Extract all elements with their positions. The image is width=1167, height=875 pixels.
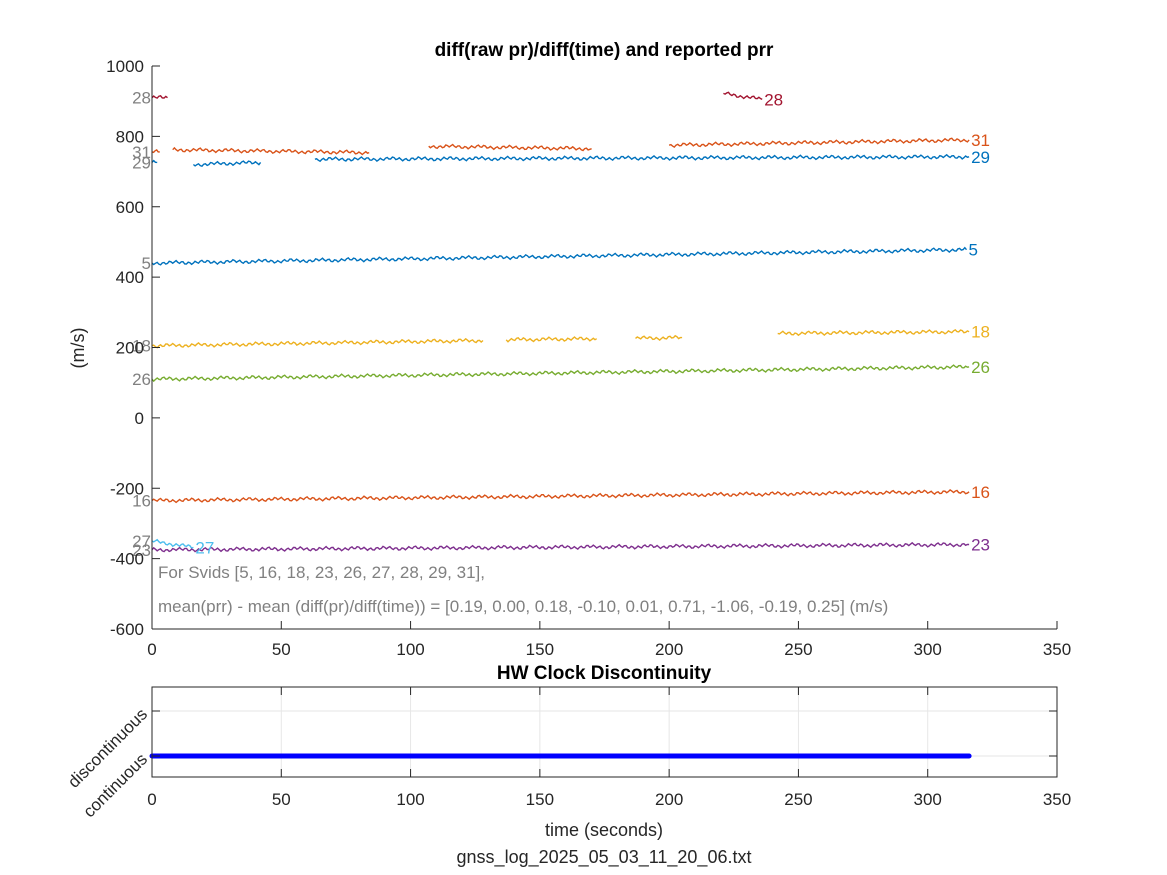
series-5-start-label: 5 (142, 254, 151, 273)
file-caption: gnss_log_2025_05_03_11_20_06.txt (457, 847, 752, 868)
clock-x-tick-label: 0 (147, 790, 156, 809)
prr-x-tick-label: 300 (914, 640, 942, 659)
series-29-line-2 (314, 153, 970, 163)
prr-y-tick-label: -200 (110, 479, 144, 498)
prr-y-tick-label: -400 (110, 550, 144, 569)
series-16-start-label: 16 (132, 492, 151, 511)
series-31-line-3 (668, 137, 970, 148)
series-18-line-1 (505, 336, 598, 343)
prr-y-ticks: -600 -400 -200 0 200 400 600 800 1000 (106, 57, 160, 639)
series-31-end-label: 31 (971, 131, 990, 150)
series-27-start-label: 27 (132, 532, 151, 551)
prr-y-tick-label: 600 (116, 198, 144, 217)
prr-x-tick-label: 200 (655, 640, 683, 659)
series-28-end-label: 28 (764, 90, 783, 109)
prr-y-axis-label: (m/s) (68, 328, 88, 369)
series-31-start-label: 31 (132, 143, 151, 162)
mean-diff-annotation: mean(prr) - mean (diff(pr)/diff(time)) =… (158, 597, 888, 616)
clock-x-tick-label: 250 (784, 790, 812, 809)
clock-x-tick-label: 300 (914, 790, 942, 809)
prr-y-tick-label: 1000 (106, 57, 144, 76)
series-29-end-label: 29 (971, 148, 990, 167)
series-26-start-label: 26 (132, 370, 151, 389)
clock-x-tick-label: 200 (655, 790, 683, 809)
clock-x-axis-label: time (seconds) (545, 820, 663, 840)
series-28-start-label: 28 (132, 89, 151, 108)
series-27-line-0 (151, 538, 194, 549)
series-18-line-2 (635, 334, 683, 342)
prr-x-ticks: 0 50 100 150 200 250 300 350 (147, 621, 1071, 659)
prr-x-tick-label: 150 (526, 640, 554, 659)
clock-chart-title: HW Clock Discontinuity (497, 663, 712, 684)
series-27-end-label: 27 (195, 538, 214, 557)
prr-x-tick-label: 50 (272, 640, 291, 659)
series-18-line-0 (151, 337, 484, 349)
prr-y-tick-label: 400 (116, 268, 144, 287)
series-29-line-0 (151, 159, 158, 164)
prr-y-tick-label: 200 (116, 339, 144, 358)
prr-y-tick-label: 0 (135, 409, 144, 428)
prr-plot-area (152, 66, 1057, 629)
series-18-end-label: 18 (971, 323, 990, 342)
clock-x-tick-label: 350 (1043, 790, 1071, 809)
clock-axes-box (151, 686, 1058, 778)
prr-y-tick-label: -600 (110, 620, 144, 639)
series-5-line-0 (151, 246, 968, 266)
series-23-start-label: 23 (132, 541, 151, 560)
series-16-end-label: 16 (971, 483, 990, 502)
series-29-start-label: 29 (132, 153, 151, 172)
clock-x-tick-label: 50 (272, 790, 291, 809)
series-31-line-0 (151, 148, 160, 154)
prr-series-lines (151, 91, 970, 553)
prr-x-tick-label: 100 (396, 640, 424, 659)
clock-axes: 0 50 100 150 200 250 300 350 continuousdisconti… (64, 663, 1071, 840)
prr-chart-title: diff(raw pr)/diff(time) and reported prr (435, 40, 774, 61)
prr-y-tick-label: 800 (116, 127, 144, 146)
clock-x-tick-label: 100 (396, 790, 424, 809)
series-23-line-0 (151, 541, 970, 553)
series-23-end-label: 23 (971, 536, 990, 555)
series-29-line-1 (192, 160, 262, 168)
series-18-start-label: 18 (132, 337, 151, 356)
series-26-end-label: 26 (971, 358, 990, 377)
series-31-line-2 (428, 143, 592, 152)
series-18-line-3 (777, 329, 970, 337)
prr-x-tick-label: 0 (147, 640, 156, 659)
prr-x-tick-label: 250 (784, 640, 812, 659)
svid-list-annotation: For Svids [5, 16, 18, 23, 26, 27, 28, 29… (158, 563, 485, 582)
clock-plot-area (152, 687, 1057, 777)
prr-x-tick-label: 350 (1043, 640, 1071, 659)
clock-x-ticks: 0 50 100 150 200 250 300 350 (147, 687, 1071, 809)
clock-x-tick-label: 150 (526, 790, 554, 809)
clock-axes-frame (151, 686, 1058, 778)
series-26-line-0 (151, 364, 970, 383)
series-5-end-label: 5 (969, 241, 978, 260)
series-28-line-0 (151, 95, 168, 99)
series-31-line-1 (172, 146, 370, 156)
series-28-line-1 (723, 91, 763, 101)
series-16-line-0 (151, 488, 970, 504)
